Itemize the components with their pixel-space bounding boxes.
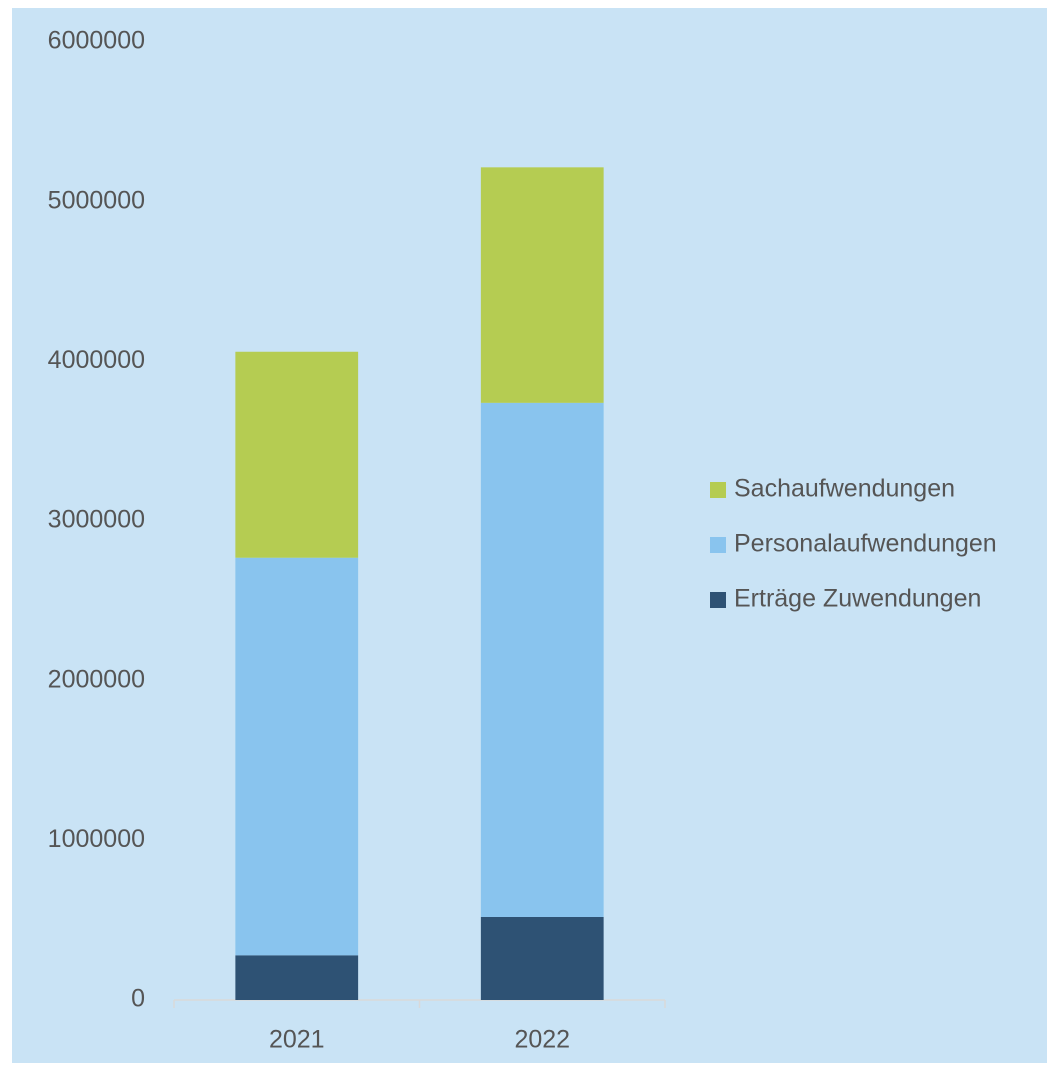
legend-swatch	[710, 482, 726, 498]
y-tick-label: 2000000	[48, 665, 145, 693]
y-tick-label: 4000000	[48, 346, 145, 374]
bar-segment	[235, 351, 359, 558]
legend-label: Sachaufwendungen	[734, 475, 955, 503]
bar-segment	[235, 557, 359, 956]
legend-swatch	[710, 537, 726, 553]
y-tick-label: 0	[131, 985, 145, 1013]
y-tick-label: 5000000	[48, 186, 145, 214]
y-tick-label: 1000000	[48, 825, 145, 853]
legend-label: Personalaufwendungen	[734, 530, 997, 558]
bar-segment	[480, 402, 604, 917]
bar-segment	[480, 167, 604, 403]
bar-segment	[235, 955, 359, 1000]
legend-swatch	[710, 592, 726, 608]
legend-label: Erträge Zuwendungen	[734, 585, 981, 613]
x-tick-label: 2021	[269, 1026, 325, 1054]
y-tick-label: 3000000	[48, 506, 145, 534]
x-tick-label: 2022	[514, 1026, 570, 1054]
bar-segment	[480, 916, 604, 1000]
y-tick-label: 6000000	[48, 27, 145, 55]
